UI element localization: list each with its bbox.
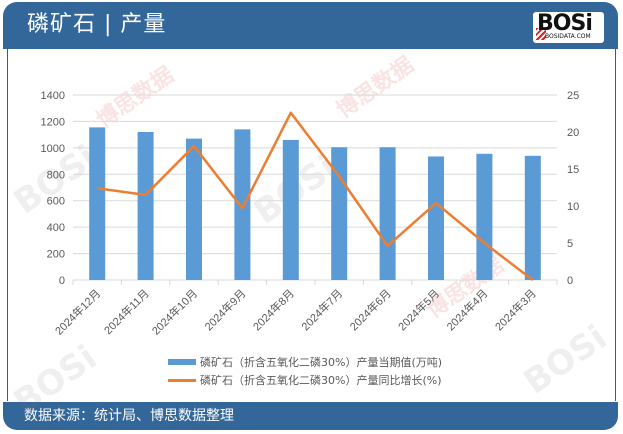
x-axis-label: 2024年10月 <box>149 286 200 337</box>
bar <box>89 127 106 280</box>
chart-card: 磷矿石 | 产量 BOSi BOSIDATA.COM 数据来源：统计局、博思数据… <box>3 2 618 430</box>
legend: 磷矿石（折含五氧化二磷30%）产量当期值(万吨) 磷矿石（折含五氧化二磷30%）… <box>168 353 442 389</box>
bar <box>524 155 541 280</box>
x-axis-label: 2024年7月 <box>298 286 345 333</box>
bar <box>428 156 444 280</box>
x-axis-label: 2024年6月 <box>347 286 394 333</box>
right-axis-tick: 20 <box>567 127 579 139</box>
bar <box>186 138 202 280</box>
bosi-logo: BOSi BOSIDATA.COM <box>533 12 604 43</box>
logo-stripe-icon <box>536 28 546 40</box>
x-axis-label: 2024年5月 <box>395 286 442 333</box>
right-axis-tick: 5 <box>567 238 573 250</box>
line-swatch-icon <box>168 378 196 382</box>
left-axis-tick: 1200 <box>41 116 65 128</box>
logo-subtext: BOSIDATA.COM <box>545 33 591 40</box>
right-axis-tick: 25 <box>567 90 579 102</box>
x-axis-label: 2024年8月 <box>250 286 297 333</box>
footer-bar: 数据来源：统计局、博思数据整理 <box>3 402 618 430</box>
bar-swatch-icon <box>168 359 196 365</box>
legend-item-line: 磷矿石（折含五氧化二磷30%）产量同比增长(%) <box>168 371 442 389</box>
left-axis-tick: 0 <box>59 275 65 287</box>
right-axis-tick: 0 <box>567 275 573 287</box>
left-axis-tick: 800 <box>47 169 65 181</box>
left-axis-tick: 1400 <box>41 90 65 102</box>
logo-text: BOSi <box>537 11 593 36</box>
page-title: 磷矿石 | 产量 <box>27 12 167 37</box>
legend-label-line: 磷矿石（折含五氧化二磷30%）产量同比增长(%) <box>200 374 442 387</box>
left-axis-tick: 600 <box>47 196 65 208</box>
x-axis-label: 2024年12月 <box>52 286 103 337</box>
x-axis-label: 2024年3月 <box>492 286 539 333</box>
x-axis-label: 2024年11月 <box>101 286 152 337</box>
x-axis-label: 2024年4月 <box>443 286 490 333</box>
data-source: 数据来源：统计局、博思数据整理 <box>24 408 234 424</box>
bar <box>476 153 493 280</box>
right-axis-tick: 15 <box>567 164 579 176</box>
growth-line <box>97 111 534 281</box>
legend-label-bar: 磷矿石（折含五氧化二磷30%）产量当期值(万吨) <box>200 356 443 369</box>
header-bar: 磷矿石 | 产量 BOSi BOSIDATA.COM <box>3 2 618 49</box>
bar <box>379 147 396 280</box>
x-axis-label: 2024年9月 <box>201 286 248 333</box>
left-axis-tick: 1000 <box>41 143 65 155</box>
left-axis-tick: 400 <box>47 222 65 234</box>
chart-body <box>7 49 616 401</box>
bar <box>234 129 251 280</box>
right-axis-tick: 10 <box>567 201 579 213</box>
bar <box>137 132 154 280</box>
legend-item-bar: 磷矿石（折含五氧化二磷30%）产量当期值(万吨) <box>168 353 442 371</box>
bar <box>282 139 299 280</box>
left-axis-tick: 200 <box>47 249 65 261</box>
